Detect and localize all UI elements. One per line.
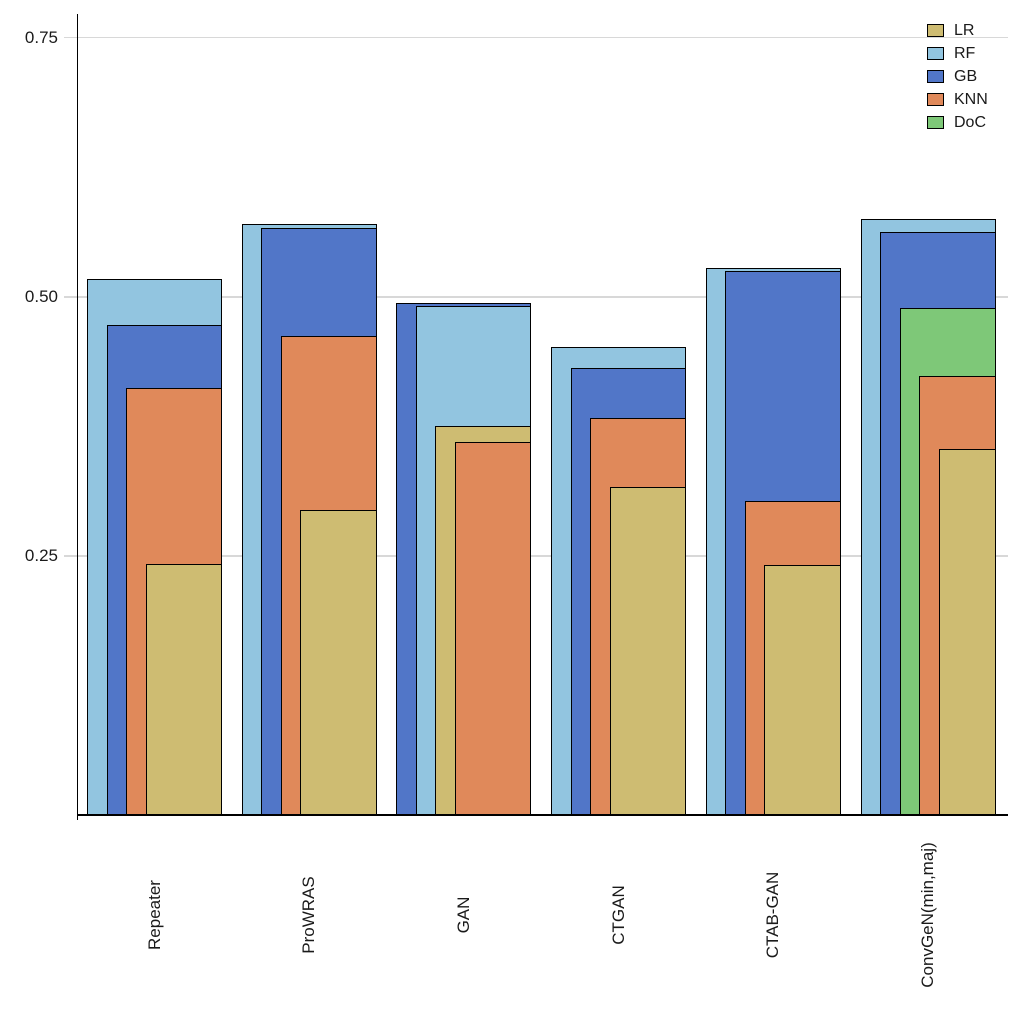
y-axis-line — [76, 14, 79, 820]
bar-ctgan-lr — [609, 486, 687, 815]
bar-ctab-gan-lr — [764, 565, 841, 815]
legend: LR RF GB KNN DoC — [927, 19, 988, 134]
legend-swatch-icon — [927, 93, 944, 106]
legend-swatch-icon — [927, 47, 944, 60]
legend-item-rf: RF — [927, 42, 988, 65]
y-tick-label: 0.50 — [24, 286, 58, 306]
legend-item-knn: KNN — [927, 88, 988, 111]
y-tick-label: 0.25 — [24, 545, 58, 565]
x-category-label: ProWRAS — [299, 876, 319, 954]
bar-convgen-min-maj--lr — [938, 449, 996, 815]
gridline — [64, 555, 1008, 557]
legend-item-gb: GB — [927, 65, 988, 88]
gridline — [64, 37, 1008, 39]
legend-label: LR — [954, 21, 975, 39]
gridline — [64, 296, 1008, 298]
legend-label: RF — [954, 44, 976, 62]
x-category-label: GAN — [453, 896, 473, 934]
y-tick-label: 0.75 — [24, 27, 58, 47]
bar-gan-knn — [454, 441, 532, 815]
legend-swatch-icon — [927, 116, 944, 129]
bar-prowras-lr — [300, 510, 377, 815]
legend-item-lr: LR — [927, 19, 988, 42]
legend-swatch-icon — [927, 24, 944, 37]
bar-repeater-lr — [145, 564, 222, 815]
legend-label: GB — [954, 67, 978, 85]
legend-item-doc: DoC — [927, 111, 988, 134]
plot-area — [78, 15, 1008, 815]
x-category-label: CTGAN — [608, 885, 628, 945]
legend-swatch-icon — [927, 70, 944, 83]
x-axis-line — [77, 814, 1008, 816]
x-category-label: Repeater — [144, 880, 164, 950]
legend-label: KNN — [954, 90, 988, 108]
legend-label: DoC — [954, 113, 987, 131]
x-category-label: ConvGeN(min,maj) — [918, 842, 937, 988]
x-category-label: CTAB-GAN — [763, 871, 783, 959]
